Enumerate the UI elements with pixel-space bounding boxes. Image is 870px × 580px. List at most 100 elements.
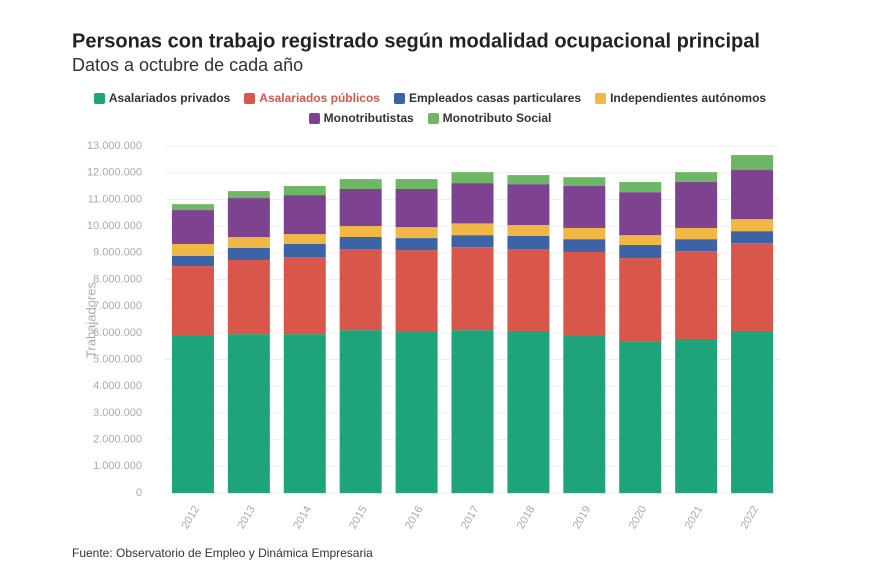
bar-segment <box>227 259 270 335</box>
legend-swatch <box>308 112 320 124</box>
bar-segment <box>731 330 774 493</box>
legend-label: Asalariados públicos <box>259 91 380 105</box>
legend-item: Asalariados públicos <box>244 91 380 105</box>
bar-segment <box>395 238 438 251</box>
y-tick-label: 9.000.000 <box>93 247 142 259</box>
x-tick-label: 2020 <box>627 504 650 531</box>
bar-segment <box>451 183 494 224</box>
bar-segment <box>563 336 606 493</box>
y-tick-label: 6.000.000 <box>93 327 142 339</box>
bar-segment <box>507 175 550 185</box>
bar-segment <box>227 334 270 493</box>
y-tick-label: 4.000.000 <box>93 380 142 392</box>
chart-title: Personas con trabajo registrado según mo… <box>72 30 760 52</box>
bar-segment <box>451 330 494 493</box>
bar-segment <box>675 239 718 252</box>
x-tick-label: 2018 <box>515 504 538 531</box>
bar-segment <box>619 235 662 246</box>
bar-segment <box>283 243 326 258</box>
bar-segment <box>395 179 438 189</box>
bar-segment <box>451 223 494 236</box>
bar-segment <box>283 234 326 244</box>
x-tick-label: 2012 <box>179 504 202 531</box>
y-axis-label: Trabajadores <box>83 281 98 358</box>
x-tick-label: 2022 <box>739 504 762 531</box>
x-tick-label: 2017 <box>459 504 482 531</box>
y-tick-label: 0 <box>136 487 142 499</box>
bar-segment <box>619 192 662 236</box>
y-tick-label: 2.000.000 <box>93 434 142 446</box>
x-tick-label: 2021 <box>683 504 706 531</box>
legend-swatch <box>244 92 256 104</box>
bar-segment <box>731 243 774 331</box>
legend-label: Monotributo Social <box>442 111 552 125</box>
legend-item: Monotributo Social <box>427 111 552 125</box>
y-tick-label: 10.000.000 <box>87 220 142 232</box>
x-tick-label: 2015 <box>347 504 370 531</box>
bar-segment <box>619 341 662 493</box>
bar-segment <box>675 227 718 240</box>
legend-item: Empleados casas particulares <box>393 91 582 105</box>
bar-segment <box>395 332 438 493</box>
bar-segment <box>227 198 270 238</box>
x-tick-label: 2014 <box>291 504 314 531</box>
legend: Asalariados privados Asalariados públicos… <box>80 91 780 125</box>
legend-swatch <box>595 92 607 104</box>
bar-segment <box>339 226 382 238</box>
bar-segment <box>563 251 606 337</box>
bar-segment <box>451 235 494 248</box>
bar-segment <box>619 182 662 193</box>
bar-segment <box>171 255 214 267</box>
bar-segment <box>283 195 326 235</box>
bar-segment <box>283 334 326 493</box>
bar-segment <box>339 237 382 250</box>
chart-subtitle: Datos a octubre de cada año <box>72 55 303 75</box>
bar-segment <box>507 249 550 331</box>
bar-segment <box>283 257 326 335</box>
bar-segment <box>507 225 550 236</box>
y-tick-label: 3.000.000 <box>93 407 142 419</box>
bar-segment <box>283 186 326 196</box>
legend-swatch <box>427 112 439 124</box>
bar-segment <box>675 172 718 183</box>
bar-segment <box>675 182 718 228</box>
bar-segment <box>731 231 774 244</box>
bar-segment <box>507 235 550 250</box>
bar-segment <box>731 155 774 171</box>
legend-item: Independientes autónomos <box>595 91 766 105</box>
bar-segment <box>451 247 494 331</box>
bar-segment <box>339 330 382 493</box>
legend-label: Empleados casas particulares <box>408 91 582 105</box>
bar-segment <box>507 184 550 226</box>
bar-segment <box>171 266 214 336</box>
bar-segment <box>731 219 774 232</box>
legend-label: Asalariados privados <box>108 91 231 105</box>
legend-swatch <box>93 92 105 104</box>
legend-label: Independientes autónomos <box>610 91 767 105</box>
y-tick-label: 8.000.000 <box>93 273 142 285</box>
source: Fuente: Observatorio de Empleo y Dinámic… <box>72 546 373 560</box>
bar-segment <box>339 179 382 189</box>
y-tick-label: 12.000.000 <box>87 167 142 179</box>
x-tick-label: 2013 <box>235 504 258 531</box>
x-tick-label: 2019 <box>571 504 594 531</box>
bar-segment <box>227 247 270 260</box>
bar-segment <box>675 251 718 339</box>
legend-item: Asalariados privados <box>93 91 231 105</box>
bar-segment <box>171 335 214 493</box>
bar-segment <box>395 227 438 239</box>
bar-segment <box>507 330 550 493</box>
bar-segment <box>731 170 774 220</box>
legend-item: Monotributistas <box>308 111 414 125</box>
bar-segment <box>451 172 494 184</box>
bar-segment <box>563 227 606 240</box>
bar-segment <box>339 188 382 227</box>
y-tick-label: 5.000.000 <box>93 353 142 365</box>
y-tick-label: 1.000.000 <box>93 460 142 472</box>
y-tick-label: 7.000.000 <box>93 300 142 312</box>
legend-swatch <box>393 92 405 104</box>
bar-segment <box>563 177 606 187</box>
bar-segment <box>675 338 718 493</box>
